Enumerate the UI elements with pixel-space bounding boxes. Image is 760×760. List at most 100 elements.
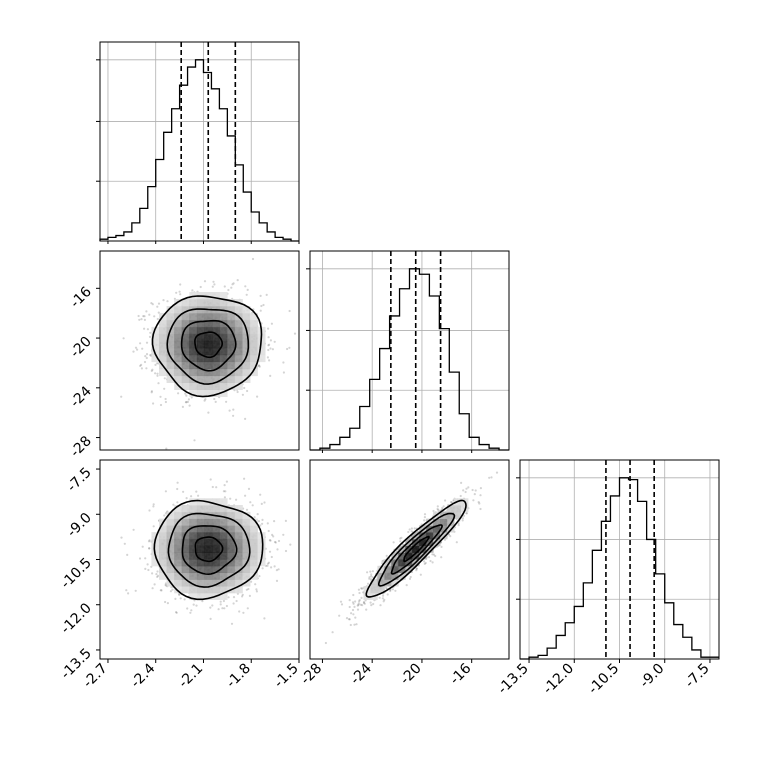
scatter-point	[423, 519, 426, 522]
scatter-point	[267, 529, 270, 533]
scatter-point	[151, 303, 154, 306]
density-cell	[181, 505, 190, 513]
scatter-point	[257, 520, 260, 523]
scatter-point	[241, 595, 244, 598]
scatter-point	[232, 414, 235, 417]
scatter-point	[362, 601, 365, 605]
y-tick-label: -24	[67, 383, 95, 411]
density-cell	[377, 565, 385, 573]
scatter-point	[145, 353, 149, 356]
density-cell	[454, 505, 462, 513]
density-cell	[181, 312, 190, 321]
density-cell	[433, 518, 441, 526]
scatter-point	[353, 605, 356, 609]
scatter-point	[275, 569, 278, 572]
density-cell	[398, 572, 406, 580]
density-cell	[249, 347, 258, 356]
scatter-point	[260, 304, 263, 308]
density-cell	[433, 538, 441, 546]
density-cell	[440, 518, 448, 526]
scatter-point	[473, 493, 476, 496]
density-cell	[166, 361, 175, 370]
scatter-point	[262, 303, 265, 307]
scatter-point	[214, 400, 217, 403]
scatter-point	[266, 564, 269, 567]
density-cell	[174, 340, 183, 349]
density-cell	[242, 545, 251, 553]
density-cell	[212, 375, 220, 383]
scatter-point	[258, 364, 261, 367]
density-cell	[242, 340, 251, 349]
scatter-point	[270, 555, 273, 559]
scatter-point	[361, 587, 364, 590]
density-cell	[204, 545, 213, 553]
density-cell	[219, 326, 228, 335]
scatter-point	[235, 599, 238, 603]
scatter-point	[389, 589, 392, 593]
density-cell	[189, 340, 198, 349]
density-cell	[189, 361, 198, 370]
scatter-point	[352, 593, 355, 597]
scatter-point	[156, 374, 159, 377]
scatter-point	[462, 489, 465, 492]
scatter-point	[175, 611, 178, 614]
density-cell	[189, 579, 198, 587]
density-cell	[426, 545, 434, 553]
density-cell	[174, 572, 183, 580]
density-cell	[166, 340, 175, 349]
scatter-point	[160, 589, 163, 592]
contour-line-4	[151, 295, 263, 398]
density-cell	[212, 586, 220, 594]
density-cell	[189, 326, 198, 335]
density-cell	[181, 538, 190, 546]
scatter-point	[459, 494, 462, 498]
scatter-point	[444, 499, 447, 502]
scatter-point	[254, 583, 257, 586]
scatter-point	[259, 294, 262, 297]
scatter-point	[366, 571, 369, 574]
scatter-point	[440, 556, 443, 559]
density-cell	[204, 361, 213, 370]
scatter-point	[232, 602, 235, 605]
density-cell	[212, 538, 220, 546]
density-cell	[242, 538, 251, 546]
scatter-point	[370, 604, 373, 607]
density-cell	[151, 354, 160, 363]
density-cell	[227, 347, 236, 356]
scatter-point	[266, 522, 269, 525]
density-cell	[159, 333, 167, 342]
scatter-point	[225, 480, 228, 483]
scatter-point	[371, 570, 374, 573]
density-cell	[219, 292, 228, 300]
density-cell	[189, 518, 198, 526]
scatter-point	[394, 589, 397, 592]
density-cell	[204, 312, 213, 321]
scatter-point	[185, 497, 188, 500]
density-cell	[227, 538, 236, 546]
scatter-point	[245, 508, 249, 511]
scatter-point	[190, 495, 193, 498]
density-cell	[227, 559, 236, 567]
density-cell	[189, 333, 198, 342]
scatter-point	[230, 286, 233, 289]
scatter-point	[259, 309, 262, 312]
scatter-point	[399, 540, 402, 543]
density-cell	[174, 368, 183, 377]
density-cell	[159, 565, 167, 573]
scatter-point	[140, 318, 143, 321]
density-cell	[189, 545, 198, 553]
density-cell	[249, 361, 258, 370]
scatter-point	[368, 576, 371, 579]
scatter-point	[381, 560, 384, 563]
scatter-point	[369, 601, 372, 604]
scatter-point	[465, 512, 468, 515]
density-cell	[257, 347, 266, 356]
density-cell	[196, 518, 205, 526]
scatter-point	[269, 539, 272, 542]
density-cell	[212, 505, 220, 513]
scatter-point	[152, 505, 155, 508]
y-tick-label: -10.5	[58, 555, 95, 592]
density-cell	[227, 354, 236, 363]
density-cell	[174, 326, 183, 335]
density-cell	[227, 565, 236, 573]
